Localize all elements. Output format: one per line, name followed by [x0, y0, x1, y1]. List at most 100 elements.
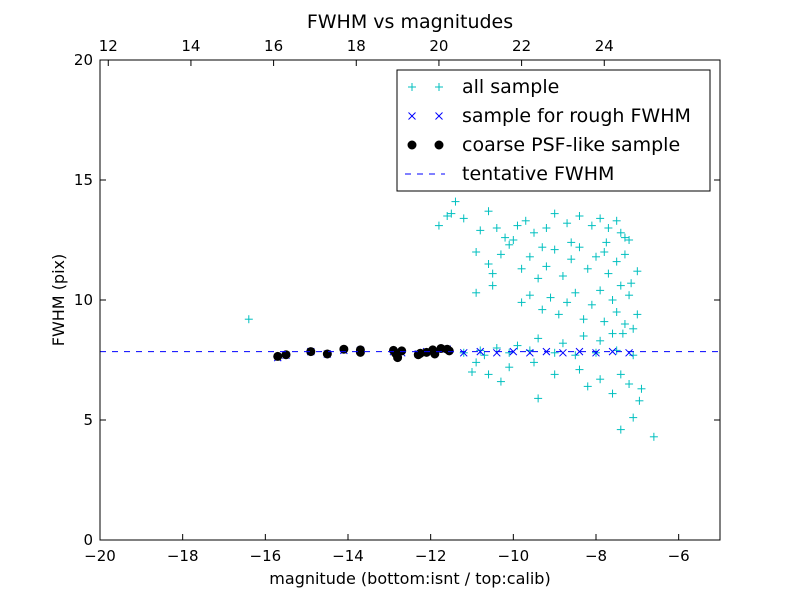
legend-label: all sample: [462, 76, 559, 98]
legend-label: coarse PSF-like sample: [462, 134, 680, 156]
legend-marker: [408, 83, 416, 91]
series-2: [273, 343, 454, 363]
legend-marker: [435, 112, 443, 120]
point-0-76: [629, 351, 638, 360]
point-1-22: [625, 348, 633, 357]
point-0-65: [513, 341, 522, 350]
legend-marker: [407, 140, 417, 150]
point-0-7: [484, 207, 493, 216]
point-0-105: [602, 238, 611, 247]
point-0-57: [625, 291, 634, 300]
point-0-59: [633, 310, 642, 319]
top-tick-label: 12: [99, 37, 118, 55]
chart-title: FWHM vs magnitudes: [307, 11, 513, 33]
point-0-10: [513, 221, 522, 230]
point-0-14: [550, 209, 559, 218]
point-0-4: [451, 197, 460, 206]
x-axis-title: magnitude (bottom:isnt / top:calib): [269, 569, 550, 588]
point-0-43: [525, 291, 534, 300]
top-tick-label: 14: [181, 37, 200, 55]
point-0-84: [616, 370, 625, 379]
point-0-53: [608, 296, 617, 304]
x-tick-label: −6: [668, 547, 690, 565]
point-0-62: [579, 332, 588, 340]
point-0-73: [571, 351, 580, 360]
x-tick-label: −10: [498, 547, 530, 565]
y-tick-label: 0: [83, 531, 93, 549]
point-2-6: [355, 347, 365, 357]
point-0-2: [434, 221, 443, 230]
point-0-41: [488, 281, 497, 290]
point-0-9: [501, 233, 510, 242]
point-0-12: [530, 228, 538, 237]
top-tick-label: 18: [347, 37, 366, 55]
point-0-79: [505, 363, 514, 372]
point-0-77: [472, 358, 481, 367]
legend-entry-1: sample for rough FWHM: [408, 105, 691, 127]
point-0-16: [575, 212, 584, 220]
point-1-21: [608, 347, 617, 356]
point-0-56: [620, 320, 629, 328]
point-0-49: [579, 315, 588, 324]
point-0-64: [534, 334, 543, 343]
point-0-34: [583, 264, 592, 273]
point-0-23: [488, 269, 497, 278]
top-tick-label: 24: [595, 37, 614, 55]
point-0-98: [567, 238, 576, 247]
y-tick-label: 15: [74, 171, 93, 189]
point-0-82: [575, 365, 584, 374]
x-tick-label: −8: [585, 547, 607, 565]
y-tick-label: 10: [74, 291, 93, 309]
point-0-25: [505, 240, 514, 249]
y-tick-label: 5: [83, 411, 93, 429]
point-0-104: [618, 329, 627, 338]
point-0-11: [521, 216, 530, 225]
point-0-18: [596, 214, 605, 223]
point-0-44: [538, 305, 547, 314]
point-1-16: [526, 348, 534, 357]
point-0-80: [530, 358, 538, 367]
point-0-38: [612, 257, 621, 266]
point-0-85: [625, 380, 634, 388]
point-0-93: [583, 382, 592, 391]
point-0-3: [447, 209, 456, 218]
point-0-8: [492, 224, 501, 232]
point-0-45: [546, 293, 555, 302]
point-0-103: [627, 279, 636, 288]
point-2-0: [273, 351, 283, 361]
point-0-99: [538, 243, 547, 252]
x-tick-label: −14: [332, 547, 364, 565]
point-0-94: [468, 368, 476, 376]
legend-entry-2: coarse PSF-like sample: [407, 134, 680, 156]
point-0-66: [492, 344, 501, 352]
point-0-42: [517, 298, 526, 307]
point-2-9: [393, 353, 403, 363]
point-0-24: [496, 250, 505, 259]
point-2-10: [397, 346, 407, 356]
x-tick-label: −20: [84, 547, 116, 565]
point-0-36: [600, 248, 609, 256]
point-0-40: [472, 288, 481, 297]
point-0-91: [534, 394, 543, 403]
point-0-97: [612, 216, 621, 225]
point-1-19: [575, 347, 584, 356]
point-1-12: [459, 348, 468, 357]
legend-marker: [434, 140, 444, 150]
point-0-21: [625, 236, 634, 244]
point-0-87: [635, 396, 644, 405]
point-0-28: [534, 274, 543, 283]
point-0-69: [480, 351, 489, 360]
point-0-1: [443, 212, 452, 220]
point-0-63: [558, 339, 567, 348]
legend-box: [396, 69, 711, 192]
point-0-22: [484, 260, 493, 268]
x-tick-label: −12: [415, 547, 447, 565]
point-0-47: [563, 298, 572, 307]
point-0-17: [587, 221, 596, 230]
point-0-58: [629, 324, 638, 333]
point-0-89: [616, 425, 625, 434]
legend-entry-0: all sample: [408, 76, 559, 98]
point-0-13: [542, 224, 551, 232]
point-0-37: [604, 269, 613, 278]
